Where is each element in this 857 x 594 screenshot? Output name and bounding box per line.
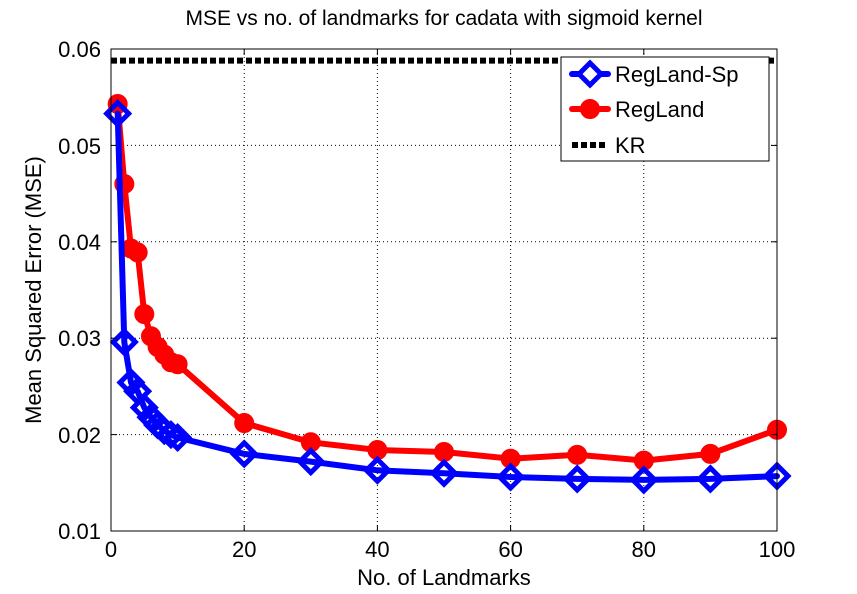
regland-point — [234, 413, 255, 434]
x-axis-label: No. of Landmarks — [357, 565, 531, 590]
regland-point — [167, 354, 188, 375]
reglandsp-point — [429, 458, 459, 488]
regland-point — [127, 242, 148, 263]
reglandsp-point — [562, 464, 592, 494]
reglandsp-point — [163, 422, 193, 453]
legend-entry-regland: RegLand — [569, 97, 704, 122]
regland-point — [700, 443, 721, 464]
regland-point — [134, 304, 155, 325]
reglandsp-point — [362, 455, 392, 485]
x-tick-labels: 0 20 40 60 80 100 — [105, 537, 795, 562]
reglandsp-point — [695, 464, 725, 494]
reglandsp-point — [229, 439, 259, 469]
x-tick-label: 20 — [232, 537, 256, 562]
y-tick-label: 0.05 — [58, 134, 101, 159]
y-tick-label: 0.03 — [58, 326, 101, 351]
reglandsp-point — [296, 447, 326, 477]
series-layer — [103, 57, 792, 495]
y-axis-label: Mean Squared Error (MSE) — [21, 156, 46, 424]
legend-marker-reglandsp — [575, 59, 605, 89]
x-tick-label: 60 — [498, 537, 522, 562]
x-tick-label: 40 — [365, 537, 389, 562]
legend-entry-kr: KR — [572, 133, 646, 158]
reglandsp-point — [103, 99, 133, 129]
reglandsp-point — [629, 465, 659, 495]
y-tick-label: 0.01 — [58, 519, 101, 544]
reglandsp-point — [156, 420, 186, 450]
legend-marker-regland — [580, 99, 600, 119]
y-tick-labels: 0.01 0.02 0.03 0.04 0.05 0.06 — [58, 37, 101, 544]
x-tick-label: 0 — [105, 537, 117, 562]
x-tick-label: 80 — [632, 537, 656, 562]
chart-title: MSE vs no. of landmarks for cadata with … — [185, 7, 702, 30]
reglandsp-point — [496, 462, 526, 492]
plot-border — [110, 48, 778, 532]
legend: RegLand-Sp RegLand KR — [560, 56, 770, 162]
legend-label-regland: RegLand — [615, 97, 704, 122]
y-tick-label: 0.06 — [58, 37, 101, 62]
y-tick-label: 0.02 — [58, 423, 101, 448]
regland-point — [434, 441, 454, 462]
regland-point — [567, 444, 588, 465]
y-tick-label: 0.04 — [58, 230, 101, 255]
legend-label-kr: KR — [615, 133, 646, 158]
legend-entry-reglandsp: RegLand-Sp — [569, 59, 739, 89]
legend-label-reglandsp: RegLand-Sp — [615, 62, 739, 87]
x-tick-label: 100 — [759, 537, 796, 562]
